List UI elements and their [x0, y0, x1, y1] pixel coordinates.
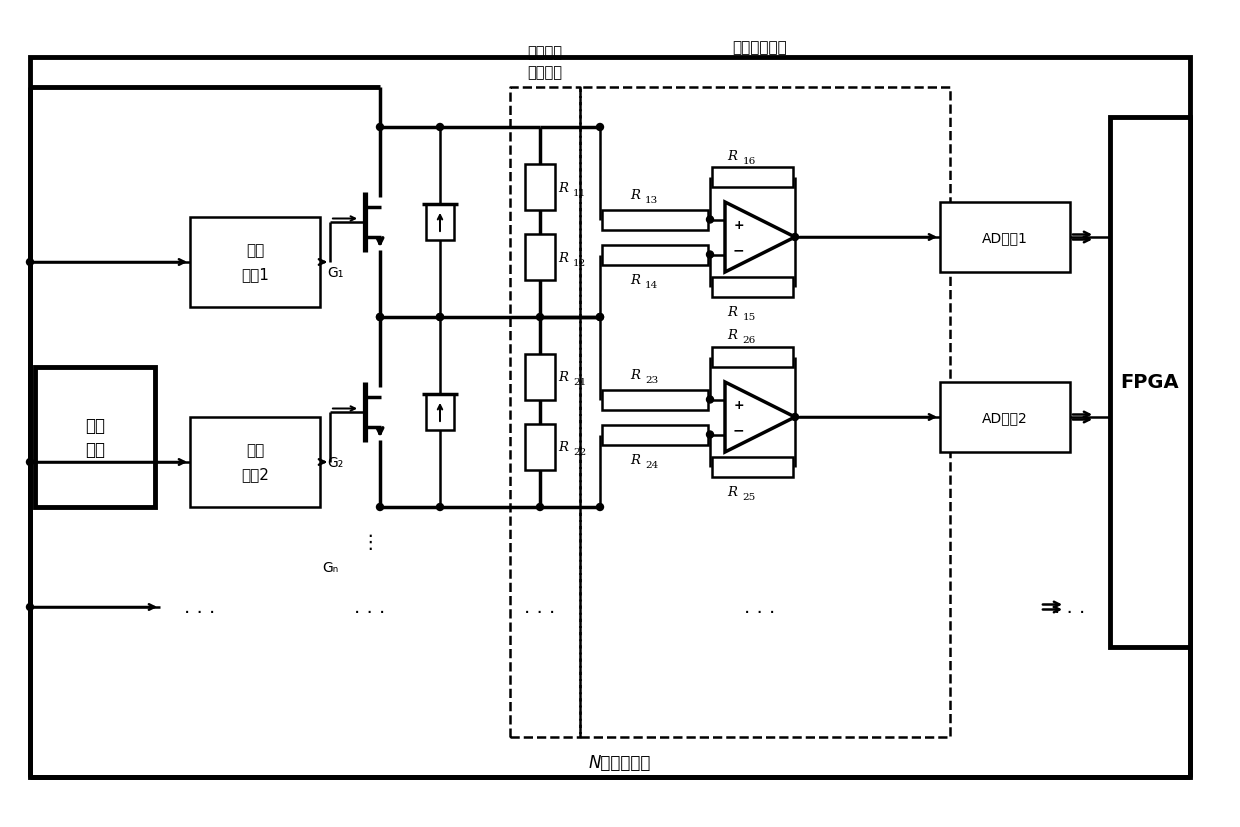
Bar: [525, 355, 556, 400]
Text: . . .: . . .: [744, 598, 776, 617]
Text: +: +: [733, 399, 744, 411]
Text: R: R: [728, 306, 738, 319]
Text: G₂: G₂: [327, 456, 343, 470]
Circle shape: [26, 259, 33, 266]
Bar: [940, 203, 1070, 273]
Circle shape: [707, 217, 713, 224]
Circle shape: [436, 314, 444, 321]
Text: R: R: [630, 453, 640, 466]
Text: 分压电路: 分压电路: [527, 65, 563, 80]
Text: −: −: [733, 243, 744, 257]
Text: 15: 15: [743, 313, 755, 322]
Text: 电路2: 电路2: [241, 467, 269, 482]
Text: 23: 23: [645, 375, 658, 385]
Bar: [712, 347, 794, 367]
Text: . . .: . . .: [1054, 598, 1086, 617]
Text: 16: 16: [743, 156, 755, 165]
Bar: [601, 210, 708, 230]
Text: . . .: . . .: [355, 598, 386, 617]
Text: 信号: 信号: [86, 441, 105, 458]
Text: ⋮: ⋮: [361, 533, 379, 552]
Text: 12: 12: [573, 258, 587, 267]
Bar: [525, 165, 556, 211]
Circle shape: [707, 396, 713, 404]
Circle shape: [596, 314, 604, 321]
Text: 25: 25: [743, 493, 755, 502]
Text: R: R: [558, 371, 568, 384]
Bar: [601, 245, 708, 265]
Circle shape: [26, 604, 33, 611]
Text: AD转扢2: AD转扢2: [982, 410, 1028, 424]
Circle shape: [707, 251, 713, 259]
Bar: [712, 168, 794, 188]
Bar: [525, 424, 556, 471]
Text: N路控制信号: N路控制信号: [589, 753, 651, 771]
Text: +: +: [733, 218, 744, 232]
Bar: [35, 367, 155, 508]
Text: G₁: G₁: [327, 265, 343, 280]
Circle shape: [791, 234, 799, 241]
Circle shape: [537, 314, 543, 321]
Bar: [940, 383, 1070, 452]
Bar: [601, 425, 708, 445]
Text: −: −: [733, 423, 744, 437]
Text: 驱动: 驱动: [246, 243, 264, 258]
Text: R: R: [630, 189, 640, 202]
Circle shape: [791, 414, 799, 421]
Bar: [190, 218, 320, 308]
Circle shape: [377, 504, 383, 511]
Bar: [427, 394, 454, 431]
Circle shape: [436, 124, 444, 131]
Bar: [190, 418, 320, 508]
Text: 11: 11: [573, 189, 587, 198]
Text: R: R: [630, 369, 640, 381]
Bar: [1110, 118, 1190, 648]
Circle shape: [377, 314, 383, 321]
Text: Gₙ: Gₙ: [322, 561, 339, 574]
Bar: [30, 58, 1190, 777]
Text: . . .: . . .: [525, 598, 556, 617]
Text: R: R: [558, 251, 568, 264]
Bar: [601, 390, 708, 410]
Text: AD转扢1: AD转扢1: [982, 231, 1028, 245]
Circle shape: [377, 314, 383, 321]
Bar: [427, 205, 454, 241]
Text: 22: 22: [573, 448, 587, 457]
Text: R: R: [728, 486, 738, 499]
Text: R: R: [728, 329, 738, 342]
Circle shape: [436, 314, 444, 321]
Text: 静态均压: 静态均压: [527, 45, 563, 60]
Text: 开关: 开关: [86, 417, 105, 434]
Text: 26: 26: [743, 336, 755, 345]
Text: 14: 14: [645, 280, 658, 289]
Circle shape: [377, 124, 383, 131]
Text: R: R: [728, 150, 738, 162]
Text: R: R: [558, 441, 568, 454]
Text: FPGA: FPGA: [1121, 373, 1179, 392]
Text: R: R: [558, 181, 568, 194]
Circle shape: [537, 504, 543, 511]
Text: 13: 13: [645, 196, 658, 205]
Text: 21: 21: [573, 378, 587, 387]
Text: . . .: . . .: [185, 598, 216, 617]
Circle shape: [436, 504, 444, 511]
Circle shape: [707, 432, 713, 438]
Bar: [712, 278, 794, 298]
Text: 差分放大电路: 差分放大电路: [733, 41, 787, 55]
Text: 电路1: 电路1: [241, 267, 269, 282]
Text: 驱动: 驱动: [246, 443, 264, 458]
Circle shape: [596, 124, 604, 131]
Text: 24: 24: [645, 461, 658, 470]
Circle shape: [26, 459, 33, 466]
Circle shape: [596, 504, 604, 511]
Bar: [712, 457, 794, 477]
Text: R: R: [630, 274, 640, 287]
Circle shape: [596, 314, 604, 321]
Bar: [525, 235, 556, 280]
